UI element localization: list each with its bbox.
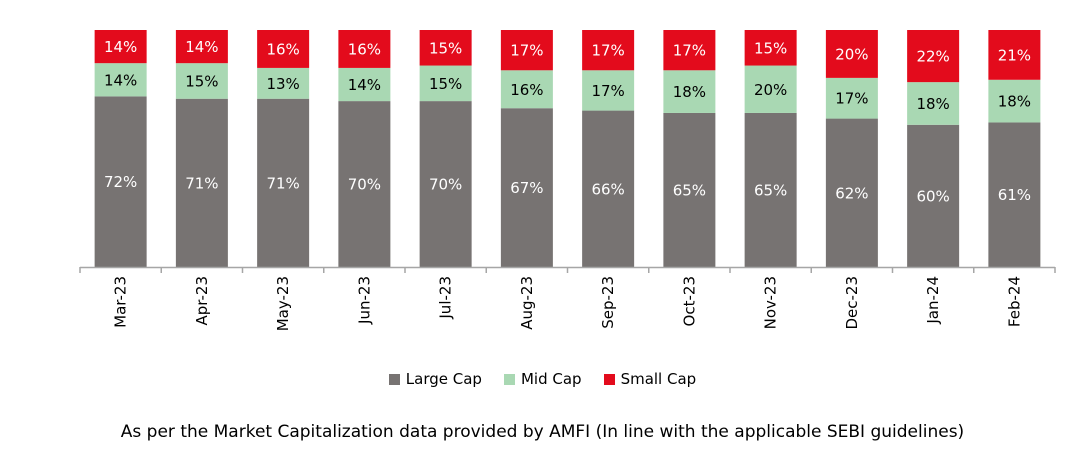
data-label-small-cap-mar-23: 14% <box>104 38 137 56</box>
legend-swatch-large-cap <box>388 373 400 385</box>
x-tick-label-oct-23: Oct-23 <box>680 276 698 326</box>
bar-mid-cap-may-23 <box>257 67 310 99</box>
data-label-small-cap-oct-23: 17% <box>673 42 706 60</box>
bar-mid-cap-jan-24 <box>907 82 960 125</box>
bar-small-cap-nov-23 <box>744 30 797 66</box>
bar-small-cap-aug-23 <box>500 30 553 71</box>
bar-mid-cap-nov-23 <box>744 65 797 113</box>
bar-mid-cap-feb-24 <box>988 79 1041 123</box>
data-label-large-cap-mar-23: 72% <box>104 173 137 191</box>
x-tick-label-may-23: May-23 <box>274 276 292 331</box>
bar-mid-cap-dec-23 <box>825 77 878 119</box>
data-label-small-cap-dec-23: 20% <box>835 45 868 63</box>
data-label-small-cap-sep-23: 17% <box>591 42 624 60</box>
bar-mid-cap-sep-23 <box>582 70 635 111</box>
data-label-mid-cap-aug-23: 16% <box>510 81 543 99</box>
data-label-small-cap-jun-23: 16% <box>348 40 381 58</box>
footnote: As per the Market Capitalization data pr… <box>120 422 965 442</box>
data-label-small-cap-feb-24: 21% <box>998 46 1031 64</box>
x-tick-label-jul-23: Jul-23 <box>437 276 455 320</box>
bar-small-cap-jun-23 <box>338 30 391 68</box>
bar-large-cap-jan-24 <box>907 124 960 267</box>
legend-label-large-cap: Large Cap <box>405 370 482 388</box>
data-label-large-cap-dec-23: 62% <box>835 184 868 202</box>
bar-large-cap-mar-23 <box>94 96 147 267</box>
legend-label-small-cap: Small Cap <box>620 370 697 388</box>
data-label-small-cap-jul-23: 15% <box>429 39 462 57</box>
x-tick-label-mar-23: Mar-23 <box>112 276 130 328</box>
bar-small-cap-apr-23 <box>175 30 228 64</box>
x-tick-label-aug-23: Aug-23 <box>518 276 536 330</box>
data-label-large-cap-jan-24: 60% <box>916 187 949 205</box>
data-label-large-cap-may-23: 71% <box>266 174 299 192</box>
data-label-mid-cap-oct-23: 18% <box>673 83 706 101</box>
bar-mid-cap-oct-23 <box>663 70 716 113</box>
bar-mid-cap-jul-23 <box>419 65 472 102</box>
x-tick-label-dec-23: Dec-23 <box>843 276 861 330</box>
bar-mid-cap-jun-23 <box>338 67 391 102</box>
bar-mid-cap-mar-23 <box>94 63 147 97</box>
data-label-mid-cap-jan-24: 18% <box>916 95 949 113</box>
chart-legend: Large Cap Mid Cap Small Cap <box>0 370 1085 388</box>
data-label-large-cap-jun-23: 70% <box>348 176 381 194</box>
data-label-mid-cap-sep-23: 17% <box>591 82 624 100</box>
bar-small-cap-may-23 <box>257 30 310 68</box>
data-label-mid-cap-apr-23: 15% <box>185 72 218 90</box>
bar-large-cap-apr-23 <box>175 98 228 267</box>
bar-large-cap-may-23 <box>257 98 310 267</box>
bar-small-cap-feb-24 <box>988 30 1041 80</box>
data-label-mid-cap-dec-23: 17% <box>835 90 868 108</box>
bar-large-cap-jun-23 <box>338 101 391 267</box>
bar-large-cap-jul-23 <box>419 101 472 267</box>
data-label-mid-cap-jun-23: 14% <box>348 76 381 94</box>
bar-mid-cap-apr-23 <box>175 63 228 99</box>
data-label-small-cap-may-23: 16% <box>266 40 299 58</box>
legend-label-mid-cap: Mid Cap <box>520 370 582 388</box>
bar-large-cap-aug-23 <box>500 108 553 268</box>
stacked-bar-chart: 72% 14% 14% 71% 15% 14% 71% 13% 16% 70% 14% 16% 70% 1… <box>79 30 1056 331</box>
bar-large-cap-nov-23 <box>744 112 797 267</box>
bar-large-cap-oct-23 <box>663 112 716 267</box>
data-label-large-cap-aug-23: 67% <box>510 179 543 197</box>
bar-small-cap-dec-23 <box>825 30 878 78</box>
data-label-small-cap-apr-23: 14% <box>185 38 218 56</box>
data-label-mid-cap-jul-23: 15% <box>429 75 462 93</box>
legend-swatch-small-cap <box>603 373 615 385</box>
legend-swatch-mid-cap <box>503 373 515 385</box>
x-tick-label-apr-23: Apr-23 <box>193 276 211 326</box>
data-label-mid-cap-nov-23: 20% <box>754 81 787 99</box>
data-label-mid-cap-may-23: 13% <box>266 75 299 93</box>
bar-small-cap-oct-23 <box>663 30 716 71</box>
bar-large-cap-sep-23 <box>582 110 635 267</box>
bar-small-cap-mar-23 <box>94 30 147 64</box>
data-label-large-cap-sep-23: 66% <box>591 180 624 198</box>
data-label-large-cap-oct-23: 65% <box>673 181 706 199</box>
data-label-small-cap-nov-23: 15% <box>754 39 787 57</box>
x-tick-label-jan-24: Jan-24 <box>924 276 942 325</box>
data-label-large-cap-nov-23: 65% <box>754 181 787 199</box>
legend-item-mid-cap: Mid Cap <box>503 370 582 388</box>
bar-large-cap-feb-24 <box>988 122 1041 268</box>
bar-large-cap-dec-23 <box>825 118 878 267</box>
x-tick-label-jun-23: Jun-23 <box>355 276 373 325</box>
legend-item-small-cap: Small Cap <box>603 370 697 388</box>
x-tick-label-nov-23: Nov-23 <box>762 276 780 329</box>
data-label-small-cap-jan-24: 22% <box>916 48 949 66</box>
data-label-mid-cap-feb-24: 18% <box>998 93 1031 111</box>
data-label-small-cap-aug-23: 17% <box>510 42 543 60</box>
bar-mid-cap-aug-23 <box>500 70 553 109</box>
legend-item-large-cap: Large Cap <box>388 370 482 388</box>
bar-small-cap-jan-24 <box>907 30 960 83</box>
data-label-large-cap-apr-23: 71% <box>185 174 218 192</box>
data-label-large-cap-jul-23: 70% <box>429 176 462 194</box>
x-tick-label-sep-23: Sep-23 <box>599 276 617 329</box>
x-tick-label-feb-24: Feb-24 <box>1005 276 1023 327</box>
data-label-mid-cap-mar-23: 14% <box>104 71 137 89</box>
data-label-large-cap-feb-24: 61% <box>998 186 1031 204</box>
bar-small-cap-sep-23 <box>582 30 635 71</box>
bar-small-cap-jul-23 <box>419 30 472 66</box>
